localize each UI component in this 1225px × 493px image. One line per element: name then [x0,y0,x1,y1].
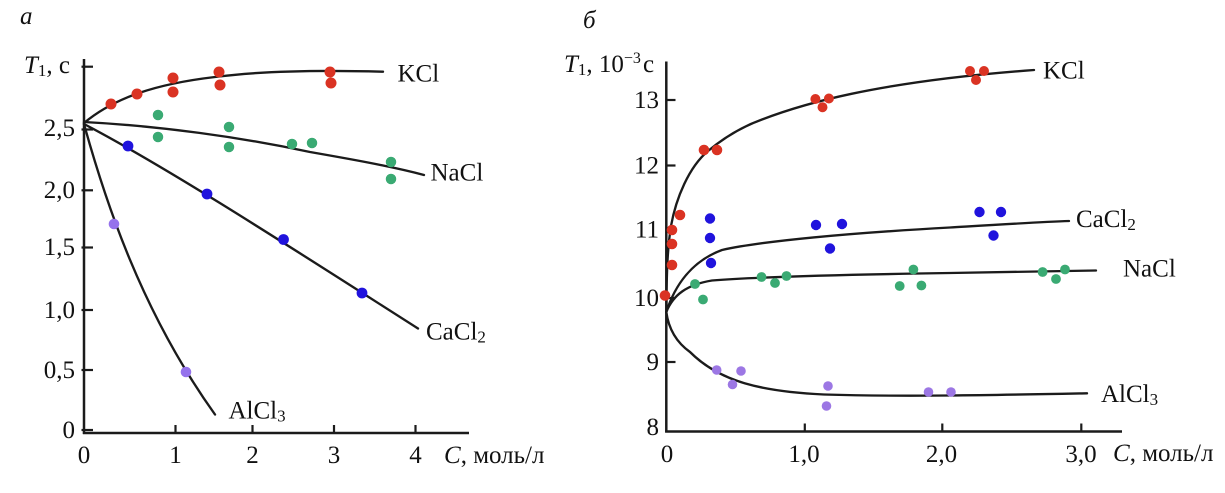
svg-text:0: 0 [78,442,91,469]
svg-text:KCl: KCl [1043,58,1085,85]
svg-text:2,5: 2,5 [44,115,75,142]
svg-text:11: 11 [635,217,659,244]
svg-text:AlCl3: AlCl3 [229,398,286,426]
svg-text:T1, с: T1, с [24,52,70,80]
svg-text:б: б [583,7,597,34]
svg-text:AlCl3: AlCl3 [1101,381,1158,409]
svg-text:2,0: 2,0 [926,441,957,468]
svg-text:3,0: 3,0 [1065,441,1096,468]
svg-text:CaCl2: CaCl2 [426,319,486,347]
svg-text:13: 13 [634,87,659,114]
svg-text:9: 9 [647,349,660,376]
svg-text:4: 4 [409,442,422,469]
svg-text:C, моль/л: C, моль/л [1113,440,1213,467]
svg-text:CaCl2: CaCl2 [1076,206,1136,234]
svg-text:3: 3 [328,442,341,469]
svg-text:1,0: 1,0 [788,441,819,468]
svg-text:KCl: KCl [398,61,440,88]
svg-text:C, моль/л: C, моль/л [444,442,544,469]
svg-text:10: 10 [634,285,659,312]
svg-text:1,0: 1,0 [44,297,75,324]
svg-text:NaCl: NaCl [1123,256,1176,283]
svg-text:0: 0 [63,417,76,444]
svg-text:12: 12 [634,153,659,180]
svg-text:NaCl: NaCl [431,160,484,187]
svg-text:2,0: 2,0 [44,177,75,204]
svg-text:0: 0 [661,441,674,468]
svg-text:2: 2 [246,442,259,469]
svg-text:8: 8 [647,414,660,441]
svg-text:1,5: 1,5 [44,234,75,261]
svg-text:1: 1 [169,442,182,469]
svg-text:T1, 10−3 с: T1, 10−3 с [564,50,654,79]
svg-text:a: a [20,3,33,30]
svg-text:0,5: 0,5 [44,357,75,384]
